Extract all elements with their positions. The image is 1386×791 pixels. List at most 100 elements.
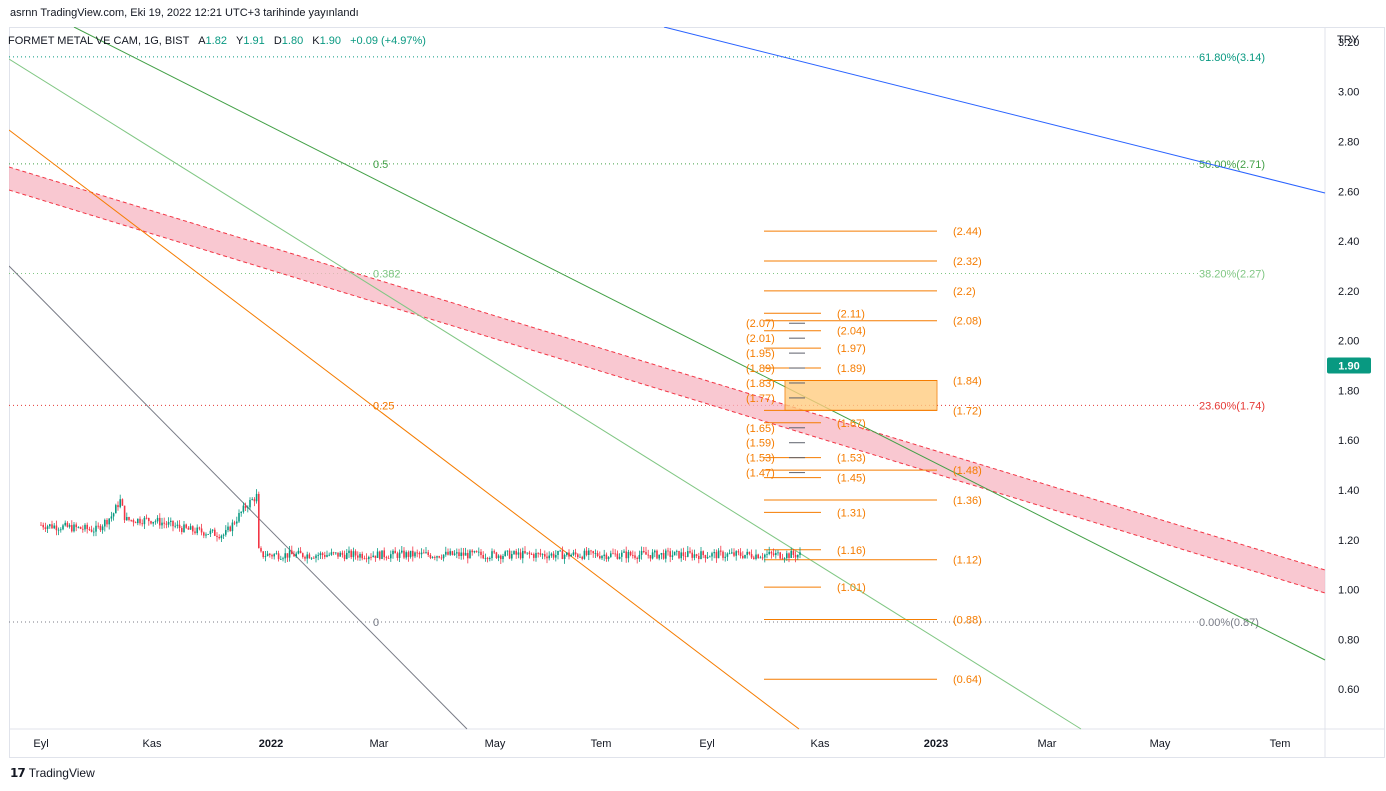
candle-body xyxy=(258,493,260,549)
candle-body xyxy=(82,528,84,530)
currency-label: TRY xyxy=(1337,34,1359,46)
candle-body xyxy=(154,521,157,523)
candle-body xyxy=(632,555,634,556)
projection-label-right: (1.84) xyxy=(953,375,982,387)
candle-body xyxy=(442,554,445,559)
candle-body xyxy=(141,523,143,525)
projection-label-right: (2.32) xyxy=(953,256,982,268)
candle-body xyxy=(167,521,170,525)
candle-body xyxy=(176,524,179,526)
candle-body xyxy=(667,550,669,552)
candle-body xyxy=(552,553,555,558)
candle-body xyxy=(405,552,407,558)
candle-body xyxy=(145,517,148,519)
candle-body xyxy=(361,553,363,559)
candle-body xyxy=(700,551,702,560)
candle-body xyxy=(504,551,506,556)
candle-body xyxy=(90,529,93,532)
candle-body xyxy=(623,551,625,553)
candle-body xyxy=(506,550,509,552)
candle-body xyxy=(286,553,289,558)
candle-body xyxy=(269,553,271,556)
candle-body xyxy=(544,554,546,557)
candle-body xyxy=(152,521,154,524)
candle-body xyxy=(143,517,146,525)
price-tick-label: 1.40 xyxy=(1338,485,1359,497)
candle-body xyxy=(222,534,225,536)
candle-body xyxy=(368,556,370,560)
candle-body xyxy=(438,556,440,558)
candle-body xyxy=(568,552,570,557)
low-value: 1.80 xyxy=(281,35,304,47)
time-tick-label: 2023 xyxy=(924,738,948,750)
candle-body xyxy=(172,520,174,527)
candle-body xyxy=(121,499,124,506)
candle-body xyxy=(649,555,652,559)
price-chart[interactable]: 61.80%(3.14) 50.00%(2.71) 38.20%(2.27) 23.6… xyxy=(9,27,1385,758)
candle-body xyxy=(55,525,58,531)
candle-body xyxy=(77,526,80,528)
candle-body xyxy=(207,534,209,535)
candle-body xyxy=(148,518,150,522)
candle-body xyxy=(57,529,60,531)
candle-body xyxy=(473,551,476,553)
price-tick-label: 0.60 xyxy=(1338,684,1359,696)
candle-body xyxy=(66,522,69,527)
projection-label-right: (2.08) xyxy=(953,316,982,328)
candle-body xyxy=(656,550,658,559)
candle-body xyxy=(799,552,801,555)
candle-body xyxy=(231,522,234,532)
candle-body xyxy=(178,524,181,529)
candle-body xyxy=(768,551,770,554)
time-tick-label: Mar xyxy=(370,738,389,750)
candle-body xyxy=(277,553,280,560)
candle-body xyxy=(229,526,231,532)
projection-label-mid: (1.97) xyxy=(837,343,866,355)
candle-body xyxy=(431,556,434,558)
candle-body xyxy=(295,553,297,557)
candle-body xyxy=(528,552,531,555)
candle-body xyxy=(200,528,203,533)
candle-body xyxy=(610,553,612,557)
candle-body xyxy=(486,557,489,560)
chart-frame[interactable]: 61.80%(3.14) 50.00%(2.71) 38.20%(2.27) 23.6… xyxy=(9,27,1385,758)
candle-body xyxy=(550,553,553,556)
candle-body xyxy=(541,554,544,555)
blue-trendline xyxy=(663,27,1326,194)
candle-body xyxy=(317,555,319,556)
candle-body xyxy=(73,524,75,532)
projection-label-mid: (1.16) xyxy=(837,545,866,557)
candle-body xyxy=(297,550,300,554)
projection-label-left: (1.77) xyxy=(746,393,775,405)
candle-body xyxy=(189,526,192,530)
projection-label-mid: (1.31) xyxy=(837,507,866,519)
candle-body xyxy=(739,552,742,556)
candle-body xyxy=(240,511,242,514)
footer-brand[interactable]: 𝟭𝟳 TradingView xyxy=(10,766,95,780)
candle-body xyxy=(238,513,240,522)
price-tick-label: 2.00 xyxy=(1338,336,1359,348)
candle-body xyxy=(330,552,333,555)
candle-body xyxy=(638,554,641,559)
fib-level-label: 0.00%(0.87) xyxy=(1199,617,1259,629)
candle-body xyxy=(346,552,348,559)
candle-body xyxy=(156,517,159,522)
candle-body xyxy=(260,548,262,552)
candle-body xyxy=(621,552,623,557)
candle-body xyxy=(502,555,504,560)
symbol-name: FORMET METAL VE CAM, 1G, BIST xyxy=(8,35,190,47)
projection-label-left: (1.65) xyxy=(746,423,775,435)
candle-body xyxy=(117,505,119,508)
time-tick-label: Kas xyxy=(811,738,830,750)
target-zone xyxy=(784,379,938,411)
projection-label-mid: (1.67) xyxy=(837,418,866,430)
candle-body xyxy=(220,535,223,539)
candle-body xyxy=(137,518,139,524)
candle-body xyxy=(467,552,469,559)
candle-body xyxy=(634,555,636,558)
candle-body xyxy=(128,517,130,520)
candle-body xyxy=(781,558,784,560)
chart-border xyxy=(9,27,1385,758)
candle-body xyxy=(321,553,324,556)
candle-body xyxy=(711,553,713,557)
